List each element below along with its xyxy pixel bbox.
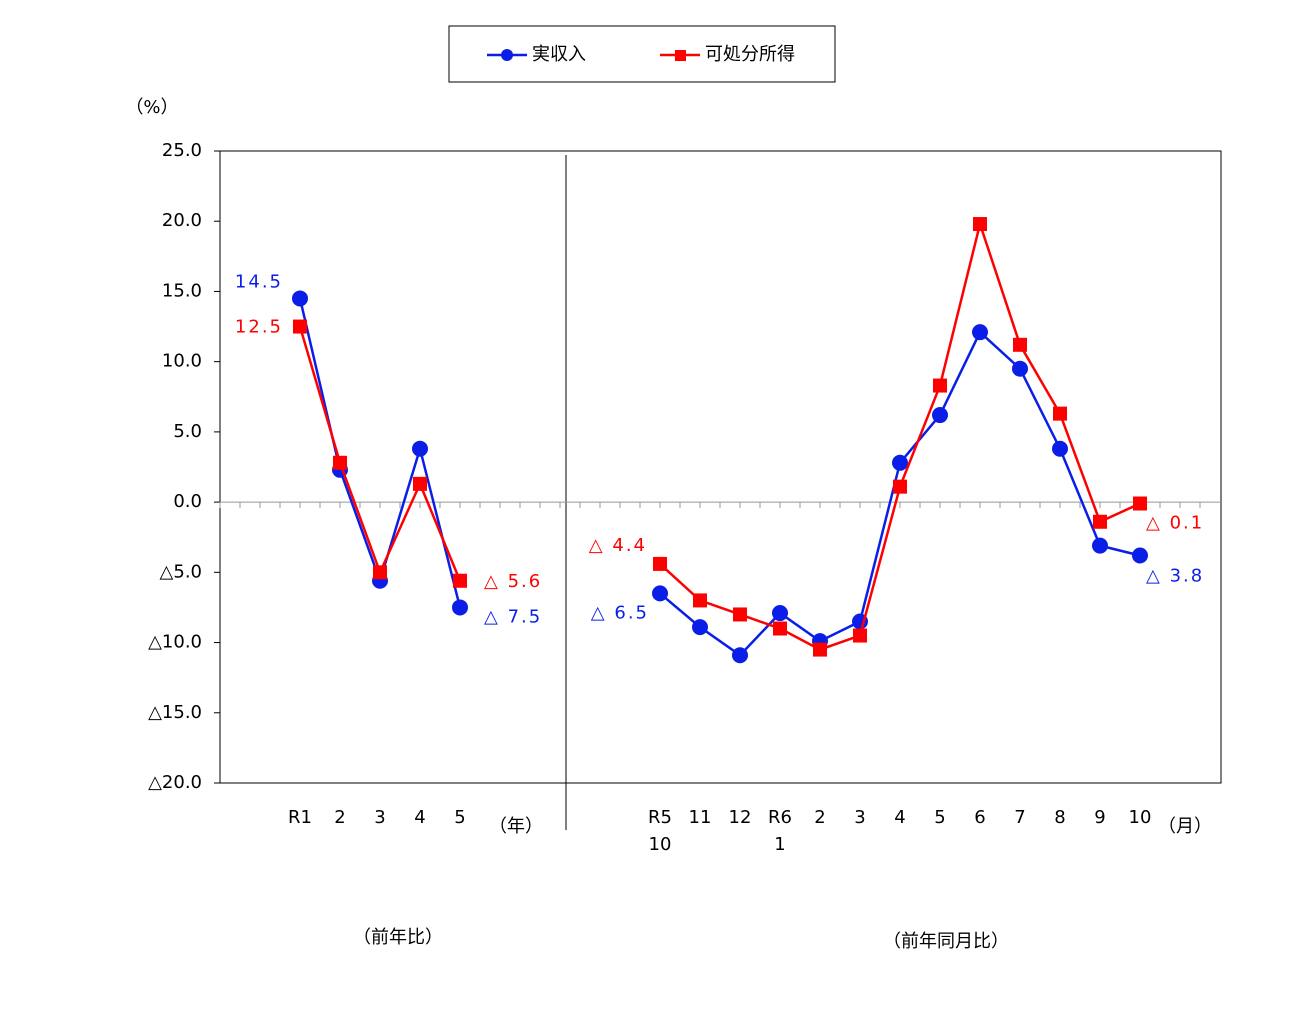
- series-line: [298, 298, 1141, 657]
- x-tick-label: 8: [1054, 807, 1066, 828]
- legend-marker: [501, 49, 513, 61]
- marker: [1092, 537, 1108, 554]
- x-unit: （月）: [1158, 816, 1212, 837]
- legend-label: 可処分所得: [705, 44, 795, 65]
- y-unit: （%）: [125, 97, 178, 118]
- marker: [932, 407, 948, 424]
- x-tick-label: 11: [688, 807, 712, 828]
- data-label: △ 7.5: [484, 606, 542, 627]
- data-label: 14.5: [235, 271, 283, 292]
- y-tick-label: 10.0: [162, 351, 202, 372]
- data-label: 12.5: [235, 317, 283, 338]
- marker: [813, 642, 827, 657]
- x-tick-label: 2: [814, 807, 826, 828]
- legend-label: 実収入: [532, 44, 586, 65]
- marker: [1093, 514, 1107, 529]
- x-tick-label: R6 1: [768, 807, 792, 855]
- x-unit: （年）: [489, 816, 543, 837]
- marker: [652, 585, 668, 602]
- x-tick-label: 5: [454, 807, 466, 828]
- data-label: △ 3.8: [1146, 565, 1204, 586]
- data-label: △ 0.1: [1146, 513, 1204, 534]
- marker: [972, 324, 988, 341]
- marker: [732, 647, 748, 664]
- x-tick-label: 2: [334, 807, 346, 828]
- x-tick-label: 3: [374, 807, 386, 828]
- y-tick-label: 5.0: [173, 421, 202, 442]
- x-tick-label: R5 10: [648, 807, 672, 855]
- marker: [333, 455, 347, 470]
- marker: [412, 440, 428, 457]
- marker: [1012, 360, 1028, 377]
- x-tick-label: 5: [934, 807, 946, 828]
- data-label: △ 6.5: [591, 602, 649, 623]
- marker: [373, 565, 387, 580]
- data-label: △ 5.6: [484, 571, 542, 592]
- x-tick-label: 9: [1094, 807, 1106, 828]
- y-tick-label: 0.0: [173, 491, 202, 512]
- marker: [293, 319, 307, 334]
- data-label: △ 4.4: [589, 535, 647, 556]
- marker: [693, 593, 707, 608]
- y-tick-label: 15.0: [162, 280, 202, 301]
- x-tick-label: 3: [854, 807, 866, 828]
- marker: [413, 476, 427, 491]
- x-tick-label: 4: [894, 807, 906, 828]
- y-tick-label: △20.0: [148, 772, 202, 793]
- marker: [853, 628, 867, 643]
- x-tick-label: 10: [1128, 807, 1152, 828]
- marker: [933, 378, 947, 393]
- caption: （前年同月比）: [883, 931, 1009, 952]
- marker: [1052, 440, 1068, 457]
- marker: [1013, 337, 1027, 352]
- marker: [973, 217, 987, 232]
- x-tick-label: R1: [288, 807, 312, 828]
- marker: [452, 599, 468, 616]
- x-tick-label: 4: [414, 807, 426, 828]
- x-tick-label: 7: [1014, 807, 1026, 828]
- y-tick-label: △5.0: [160, 561, 202, 582]
- x-tick-label: 6: [974, 807, 986, 828]
- y-tick-label: △10.0: [148, 632, 202, 653]
- legend-marker: [675, 50, 686, 61]
- plot-frame: [219, 150, 1222, 784]
- marker: [733, 607, 747, 622]
- marker: [1053, 406, 1067, 421]
- marker: [892, 454, 908, 471]
- marker: [453, 573, 467, 588]
- marker: [653, 556, 667, 571]
- caption: （前年比）: [353, 927, 443, 948]
- marker: [773, 621, 787, 636]
- x-tick-label: 12: [728, 807, 752, 828]
- marker: [1133, 496, 1147, 511]
- y-tick-label: △15.0: [148, 702, 202, 723]
- marker: [772, 605, 788, 622]
- marker: [292, 290, 308, 307]
- marker: [1132, 547, 1148, 564]
- series-line: [298, 219, 1141, 651]
- y-tick-label: 20.0: [162, 210, 202, 231]
- marker: [893, 479, 907, 494]
- marker: [692, 619, 708, 636]
- y-tick-label: 25.0: [162, 140, 202, 161]
